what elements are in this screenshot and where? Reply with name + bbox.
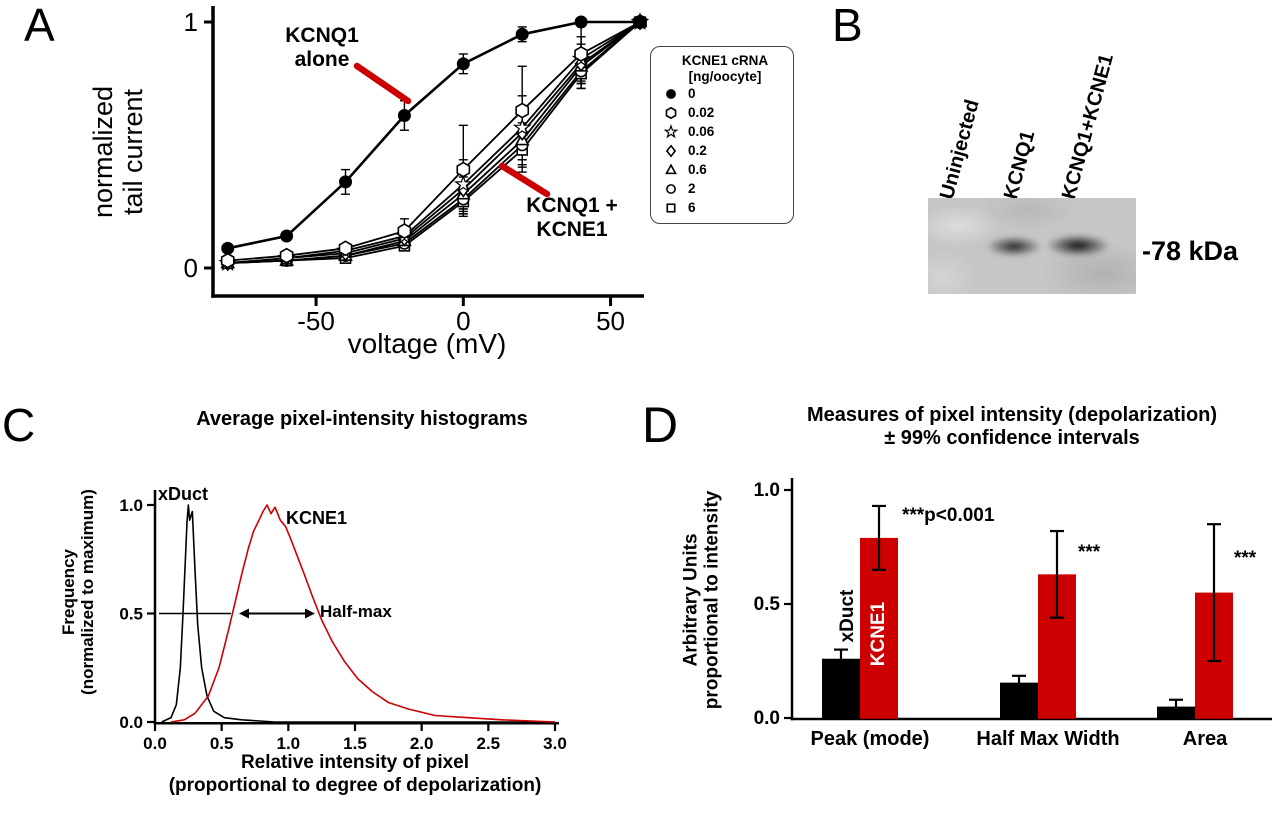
svg-text:1.0: 1.0 — [277, 734, 301, 753]
panel-c-x-axis-label-line2: (proportional to degree of depolarizatio… — [168, 775, 542, 796]
legend-item: 0.2 — [661, 141, 789, 160]
panel-d-y-axis-label: Arbitrary Units proportional to intensit… — [681, 491, 724, 710]
svg-text:0.5: 0.5 — [119, 605, 143, 624]
panel-a-plot: -50 0 50 0 1 — [184, 6, 650, 336]
svg-text:0.5: 0.5 — [210, 734, 234, 753]
panel-a-x-axis-label: voltage (mV) — [347, 328, 507, 359]
open-circle-icon — [666, 183, 676, 194]
legend-item-label: 0.6 — [688, 162, 707, 178]
panel-b-letter: B — [832, 0, 863, 51]
panel-a-y-axis-label-line2: tail current — [118, 88, 148, 216]
legend-box: KCNE1 cRNA [ng/oocyte] 0 0.02 0.06 0.2 0.6 2 6 — [650, 46, 794, 225]
curve-label-xduct: xDuct — [158, 484, 209, 504]
panel-c-title: Average pixel-intensity histograms — [196, 408, 528, 430]
significance-halfmax: *** — [1078, 542, 1101, 563]
open-triangle-icon — [665, 162, 677, 174]
legend-item: 0.06 — [661, 122, 789, 141]
svg-text:0.0: 0.0 — [143, 734, 167, 753]
legend-item: 2 — [661, 179, 789, 198]
svg-text:-50: -50 — [297, 306, 335, 336]
svg-text:0.5: 0.5 — [754, 594, 781, 615]
legend-title-line1: KCNE1 cRNA — [681, 53, 769, 68]
bar-label-kcne1: KCNE1 — [868, 601, 889, 667]
open-star-icon — [663, 123, 679, 138]
svg-text:1.5: 1.5 — [343, 734, 367, 753]
significance-area: *** — [1234, 548, 1257, 569]
legend-item: 0 — [661, 84, 789, 103]
legend-item: 0.6 — [661, 160, 789, 179]
svg-text:50: 50 — [596, 306, 625, 336]
legend-item-label: 2 — [688, 181, 696, 197]
panel-a-y-axis-label-line1: normalized — [87, 85, 118, 219]
panel-c-letter: C — [2, 399, 36, 451]
curve-label-kcne1: KCNE1 — [286, 508, 348, 528]
legend-item-label: 6 — [688, 200, 696, 216]
panel-c-y-axis-label: Frequency (normalized to maximum) — [59, 489, 97, 695]
panel-d-y-axis-label-line1: Arbitrary Units — [680, 533, 702, 667]
legend-item-label: 0 — [688, 86, 696, 102]
svg-text:1.0: 1.0 — [119, 496, 143, 515]
svg-text:0: 0 — [184, 253, 198, 283]
panel-a-y-axis-label: normalized tail current — [88, 86, 148, 218]
panel-a-letter: A — [24, 0, 55, 51]
svg-text:2.0: 2.0 — [410, 734, 434, 753]
panel-d-title-line1: Measures of pixel intensity (depolarizat… — [806, 404, 1218, 426]
panel-c-y-axis-label-line2: (normalized to maximum) — [78, 489, 97, 695]
category-label: Peak (mode) — [811, 728, 930, 750]
legend-item: 6 — [661, 198, 789, 217]
lane-label-uninjected: Uninjected — [936, 97, 984, 202]
legend-item: 0.02 — [661, 103, 789, 122]
molecular-weight-marker: -78 kDa — [1142, 236, 1239, 266]
lane-label-kcnq1-kcne1: KCNQ1+KCNE1 — [1058, 51, 1118, 202]
category-label: Area — [1183, 728, 1228, 750]
legend-title-line2: [ng/oocyte] — [688, 68, 762, 84]
legend-item-label: 0.06 — [688, 124, 715, 140]
panel-c-x-axis-label-line1: Relative intensity of pixel — [240, 752, 470, 773]
legend-item-label: 0.02 — [688, 105, 715, 121]
halfmax-label: Half-max — [320, 602, 392, 621]
open-square-icon — [666, 202, 676, 213]
legend-items: 0 0.02 0.06 0.2 0.6 2 6 — [661, 84, 789, 217]
svg-text:2.5: 2.5 — [477, 734, 501, 753]
blot-band-kcnq1 — [986, 236, 1042, 257]
significance-main: ***p<0.001 — [902, 505, 995, 526]
blot-band-kcnq1-kcne1 — [1046, 234, 1110, 257]
annotation-kcnq1-plus-kcne1-line1: KCNQ1 + — [526, 194, 618, 217]
svg-text:0: 0 — [456, 306, 470, 336]
annotation-kcnq1-alone-line1: KCNQ1 — [285, 24, 359, 47]
category-label: Half Max Width — [976, 728, 1119, 750]
svg-text:3.0: 3.0 — [543, 734, 567, 753]
western-blot-image — [928, 198, 1136, 294]
svg-text:1.0: 1.0 — [754, 480, 780, 501]
panel-d-y-axis-label-line2: proportional to intensity — [702, 490, 723, 710]
legend-item-label: 0.2 — [688, 143, 707, 159]
annotation-kcnq1-alone: KCNQ1 alone — [285, 24, 359, 71]
filled-circle-icon — [666, 88, 676, 99]
bar-label-xduct: xDuct — [837, 589, 858, 643]
panel-d-title-line2: ± 99% confidence intervals — [884, 427, 1140, 449]
annotation-kcnq1-plus-kcne1-line2: KCNE1 — [536, 217, 608, 241]
legend-title: KCNE1 cRNA [ng/oocyte] — [661, 53, 789, 84]
svg-text:1: 1 — [184, 7, 198, 37]
panel-d-letter: D — [642, 397, 679, 453]
svg-text:0.0: 0.0 — [754, 708, 780, 729]
lane-label-kcnq1: KCNQ1 — [1000, 128, 1040, 202]
open-diamond-icon — [665, 143, 677, 158]
panel-c-plot: 0.0 0.5 1.0 1.5 2.0 2.5 3.0 0.0 0.5 1.0 — [119, 490, 567, 753]
svg-text:0.0: 0.0 — [119, 713, 143, 732]
annotation-kcnq1-plus-kcne1: KCNQ1 + KCNE1 — [526, 194, 618, 241]
open-hexagon-icon — [665, 106, 677, 119]
panel-c-y-axis-label-line1: Frequency — [58, 549, 78, 635]
annotation-kcnq1-alone-line2: alone — [294, 47, 350, 71]
panel-d-plot: 0.0 0.5 1.0 Peak (mode) Half Max Width Area — [754, 478, 1272, 750]
